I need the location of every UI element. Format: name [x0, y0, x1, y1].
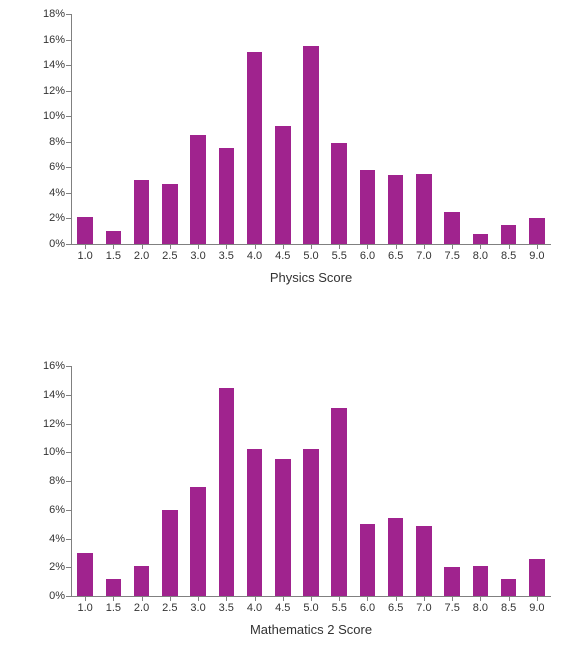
bar	[473, 234, 489, 244]
x-tick-label: 7.0	[416, 244, 431, 262]
x-tick-label: 4.5	[275, 596, 290, 614]
x-tick-label: 9.0	[529, 596, 544, 614]
y-tick-label: 14%	[43, 59, 71, 71]
x-tick-label: 1.0	[77, 244, 92, 262]
x-tick-label: 2.0	[134, 596, 149, 614]
x-tick-label: 3.5	[219, 244, 234, 262]
x-tick-label: 2.5	[162, 244, 177, 262]
bar	[360, 524, 376, 596]
plot-area: 0%2%4%6%8%10%12%14%16%18%1.01.52.02.53.0…	[70, 14, 551, 244]
x-tick-label: 2.0	[134, 244, 149, 262]
bar	[162, 510, 178, 596]
y-tick-label: 4%	[49, 187, 71, 199]
bar	[388, 175, 404, 244]
x-tick-label: 4.5	[275, 244, 290, 262]
bar	[134, 566, 150, 596]
x-tick-label: 6.5	[388, 244, 403, 262]
chart-0: 0% 2% 4% 6% 8% 10% 12% 14% 16% 18% 1.0 1.5 2.0 2.5 3.0…	[0, 0, 573, 310]
y-tick-label: 2%	[49, 212, 71, 224]
bar	[219, 148, 235, 244]
x-tick-label: 1.5	[106, 596, 121, 614]
y-tick-label: 2%	[49, 561, 71, 573]
bar	[388, 518, 404, 596]
x-tick-label: 8.5	[501, 244, 516, 262]
y-tick-label: 12%	[43, 418, 71, 430]
bar	[501, 225, 517, 244]
bar	[501, 579, 517, 596]
x-tick-label: 2.5	[162, 596, 177, 614]
bar	[219, 388, 235, 596]
bar	[303, 46, 319, 244]
x-tick-label: 7.0	[416, 596, 431, 614]
x-tick-label: 4.0	[247, 596, 262, 614]
bar	[529, 218, 545, 244]
bar	[275, 459, 291, 596]
bar	[331, 408, 347, 596]
y-tick-label: 6%	[49, 504, 71, 516]
bar	[529, 559, 545, 596]
x-tick-label: 5.0	[303, 596, 318, 614]
x-tick-label: 5.5	[332, 596, 347, 614]
bar	[360, 170, 376, 244]
x-tick-label: 8.5	[501, 596, 516, 614]
x-tick-label: 7.5	[445, 596, 460, 614]
x-tick-label: 1.5	[106, 244, 121, 262]
bar	[416, 526, 432, 596]
x-tick-label: 3.0	[190, 596, 205, 614]
y-tick-label: 10%	[43, 446, 71, 458]
y-axis-line	[71, 366, 72, 596]
y-tick-label: 16%	[43, 34, 71, 46]
plot-area: 0%2%4%6%8%10%12%14%16%1.01.52.02.53.03.5…	[70, 366, 551, 596]
y-axis-line	[71, 14, 72, 244]
bar	[77, 553, 93, 596]
x-tick-label: 6.5	[388, 596, 403, 614]
x-tick-label: 9.0	[529, 244, 544, 262]
bar	[416, 174, 432, 244]
y-tick-label: 14%	[43, 389, 71, 401]
bar	[275, 126, 291, 244]
y-tick-label: 12%	[43, 85, 71, 97]
y-tick-label: 8%	[49, 475, 71, 487]
x-tick-label: 4.0	[247, 244, 262, 262]
x-tick-label: 6.0	[360, 244, 375, 262]
bar	[77, 217, 93, 244]
y-tick-label: 6%	[49, 161, 71, 173]
bar	[190, 487, 206, 596]
bar	[444, 567, 460, 596]
x-tick-label: 8.0	[473, 596, 488, 614]
y-tick-label: 0%	[49, 590, 71, 602]
x-tick-label: 1.0	[77, 596, 92, 614]
bar	[162, 184, 178, 244]
x-tick-label: 3.0	[190, 244, 205, 262]
x-tick-label: 6.0	[360, 596, 375, 614]
x-axis-title: Physics Score	[270, 270, 352, 285]
bar	[247, 449, 263, 596]
y-tick-label: 10%	[43, 110, 71, 122]
bar	[444, 212, 460, 244]
x-tick-label: 5.0	[303, 244, 318, 262]
bar	[331, 143, 347, 244]
y-tick-label: 0%	[49, 238, 71, 250]
y-tick-label: 4%	[49, 533, 71, 545]
bar	[303, 449, 319, 596]
x-tick-label: 5.5	[332, 244, 347, 262]
x-axis-title: Mathematics 2 Score	[250, 622, 372, 637]
x-tick-label: 7.5	[445, 244, 460, 262]
x-tick-label: 8.0	[473, 244, 488, 262]
bar	[106, 231, 122, 244]
bar	[473, 566, 489, 596]
y-tick-label: 8%	[49, 136, 71, 148]
y-tick-label: 16%	[43, 360, 71, 372]
bar	[106, 579, 122, 596]
bar	[247, 52, 263, 244]
bar	[190, 135, 206, 244]
x-tick-label: 3.5	[219, 596, 234, 614]
chart-1: 0% 2% 4% 6% 8% 10% 12% 14% 16% 1.0 1.5 2.0 2.5 3.0 3.5…	[0, 352, 573, 662]
bar	[134, 180, 150, 244]
y-tick-label: 18%	[43, 8, 71, 20]
